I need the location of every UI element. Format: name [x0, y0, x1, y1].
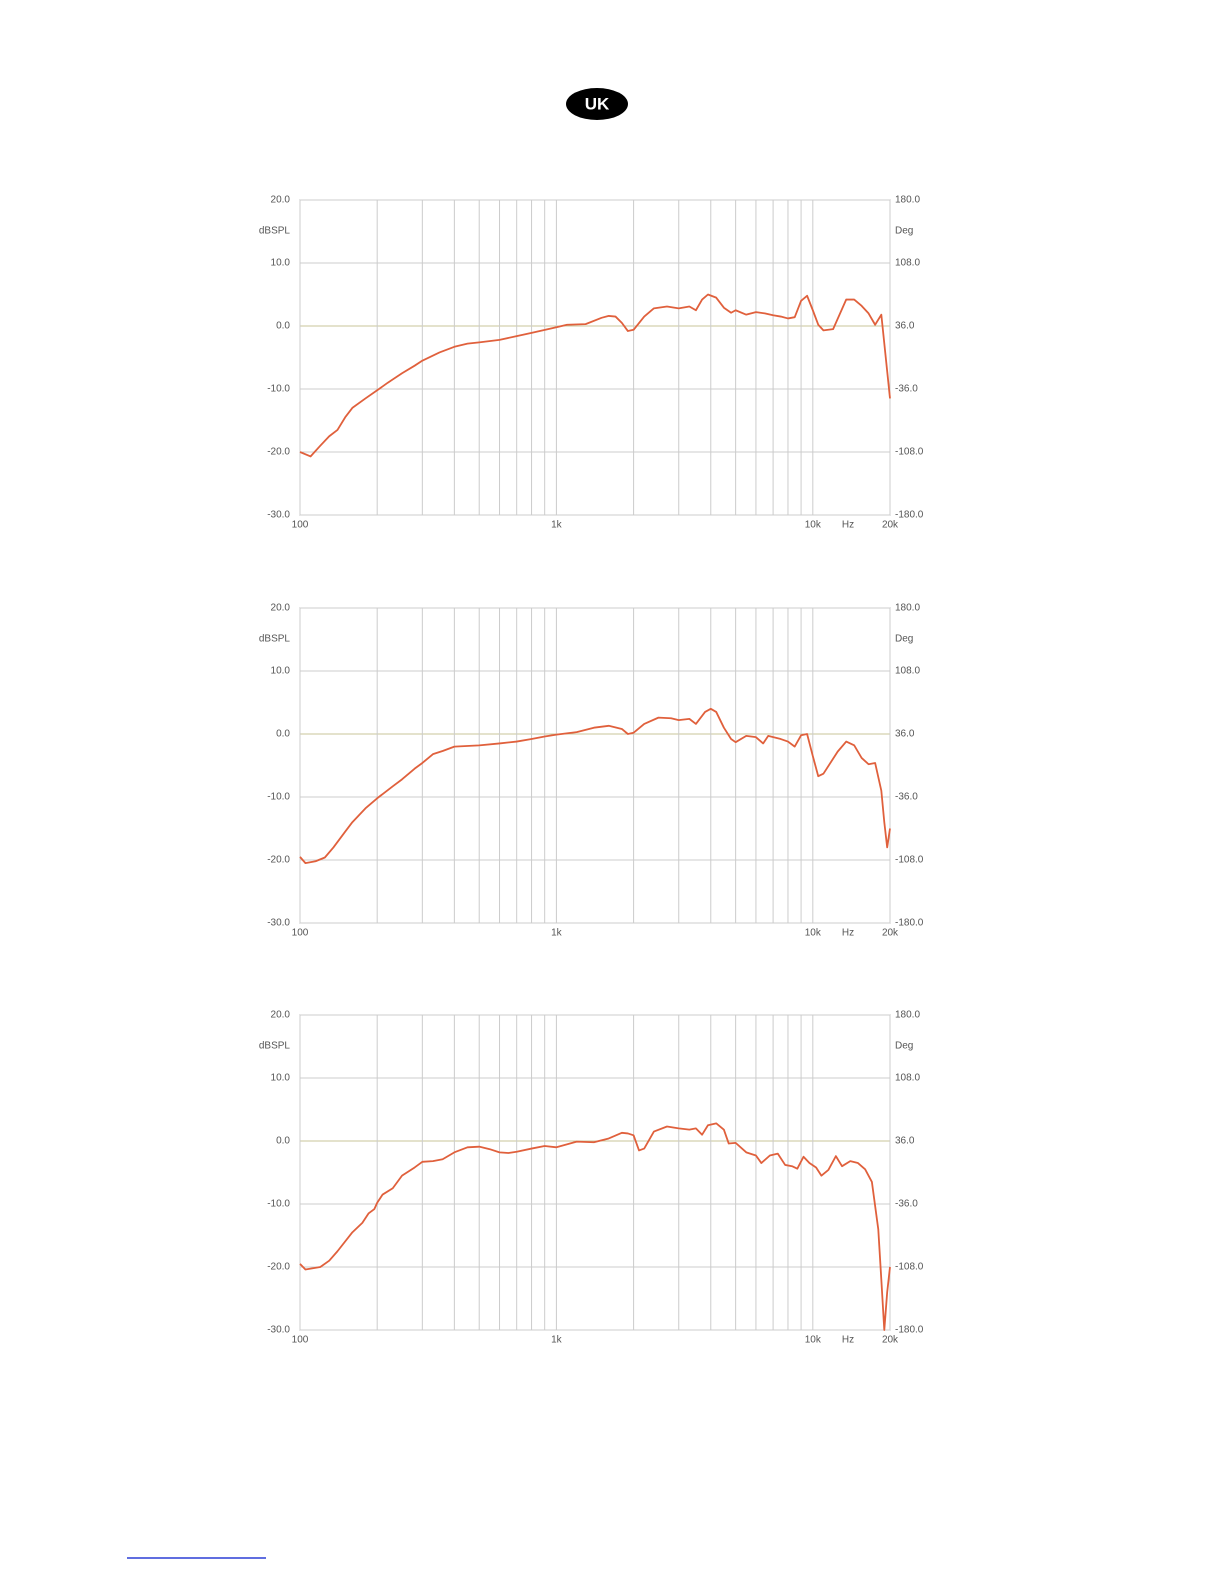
y-tick-label: -20.0: [267, 1262, 290, 1273]
y2-tick-label: 108.0: [895, 1073, 920, 1084]
y2-tick-label: 36.0: [895, 1136, 915, 1147]
y2-tick-label: 108.0: [895, 258, 920, 269]
y2-tick-label: 36.0: [895, 321, 915, 332]
x-tick-label: 20k: [882, 520, 899, 531]
x-tick-label: 1k: [551, 520, 563, 531]
y2-tick-label: -108.0: [895, 1262, 924, 1273]
x-axis-label: Hz: [842, 928, 854, 939]
y2-tick-label: 108.0: [895, 666, 920, 677]
x-tick-label: 10k: [805, 928, 822, 939]
response-line: [299, 1122, 891, 1331]
y2-tick-label: -36.0: [895, 1199, 918, 1210]
badge-text: UK: [585, 94, 610, 113]
x-tick-label: 1k: [551, 1335, 563, 1346]
y-tick-label: -20.0: [267, 855, 290, 866]
badge-shape: [566, 88, 628, 120]
y-tick-label: 0.0: [276, 1136, 290, 1147]
y-tick-label: -20.0: [267, 447, 290, 458]
y-tick-label: 20.0: [271, 195, 291, 206]
y2-axis-label: Deg: [895, 634, 913, 645]
x-tick-label: 100: [292, 1335, 309, 1346]
response-line: [299, 293, 891, 458]
y2-tick-label: -180.0: [895, 918, 924, 929]
y2-tick-label: -36.0: [895, 792, 918, 803]
x-tick-label: 100: [292, 928, 309, 939]
y2-tick-label: 180.0: [895, 1010, 920, 1021]
y-tick-label: 20.0: [271, 1010, 291, 1021]
y2-tick-label: -180.0: [895, 1325, 924, 1336]
y-tick-label: 20.0: [271, 603, 291, 614]
y-tick-label: -10.0: [267, 384, 290, 395]
y-tick-label: 10.0: [271, 666, 291, 677]
y2-axis-label: Deg: [895, 226, 913, 237]
y2-tick-label: 36.0: [895, 729, 915, 740]
x-tick-label: 100: [292, 520, 309, 531]
y-tick-label: -30.0: [267, 918, 290, 929]
y2-tick-label: -108.0: [895, 855, 924, 866]
y-tick-label: 10.0: [271, 258, 291, 269]
y-tick-label: -30.0: [267, 1325, 290, 1336]
y2-tick-label: 180.0: [895, 603, 920, 614]
x-tick-label: 10k: [805, 1335, 822, 1346]
y-axis-label: dBSPL: [259, 226, 291, 237]
response-line: [299, 707, 891, 865]
x-tick-label: 20k: [882, 1335, 899, 1346]
y-tick-label: 0.0: [276, 729, 290, 740]
y-tick-label: 10.0: [271, 1073, 291, 1084]
y2-axis-label: Deg: [895, 1041, 913, 1052]
x-axis-label: Hz: [842, 520, 854, 531]
y2-tick-label: 180.0: [895, 195, 920, 206]
y-axis-label: dBSPL: [259, 1041, 291, 1052]
y-tick-label: -30.0: [267, 510, 290, 521]
y-tick-label: -10.0: [267, 1199, 290, 1210]
y2-tick-label: -36.0: [895, 384, 918, 395]
x-axis-label: Hz: [842, 1335, 854, 1346]
y2-tick-label: -180.0: [895, 510, 924, 521]
x-tick-label: 10k: [805, 520, 822, 531]
x-tick-label: 20k: [882, 928, 899, 939]
y2-tick-label: -108.0: [895, 447, 924, 458]
y-axis-label: dBSPL: [259, 634, 291, 645]
x-tick-label: 1k: [551, 928, 563, 939]
y-tick-label: -10.0: [267, 792, 290, 803]
y-tick-label: 0.0: [276, 321, 290, 332]
